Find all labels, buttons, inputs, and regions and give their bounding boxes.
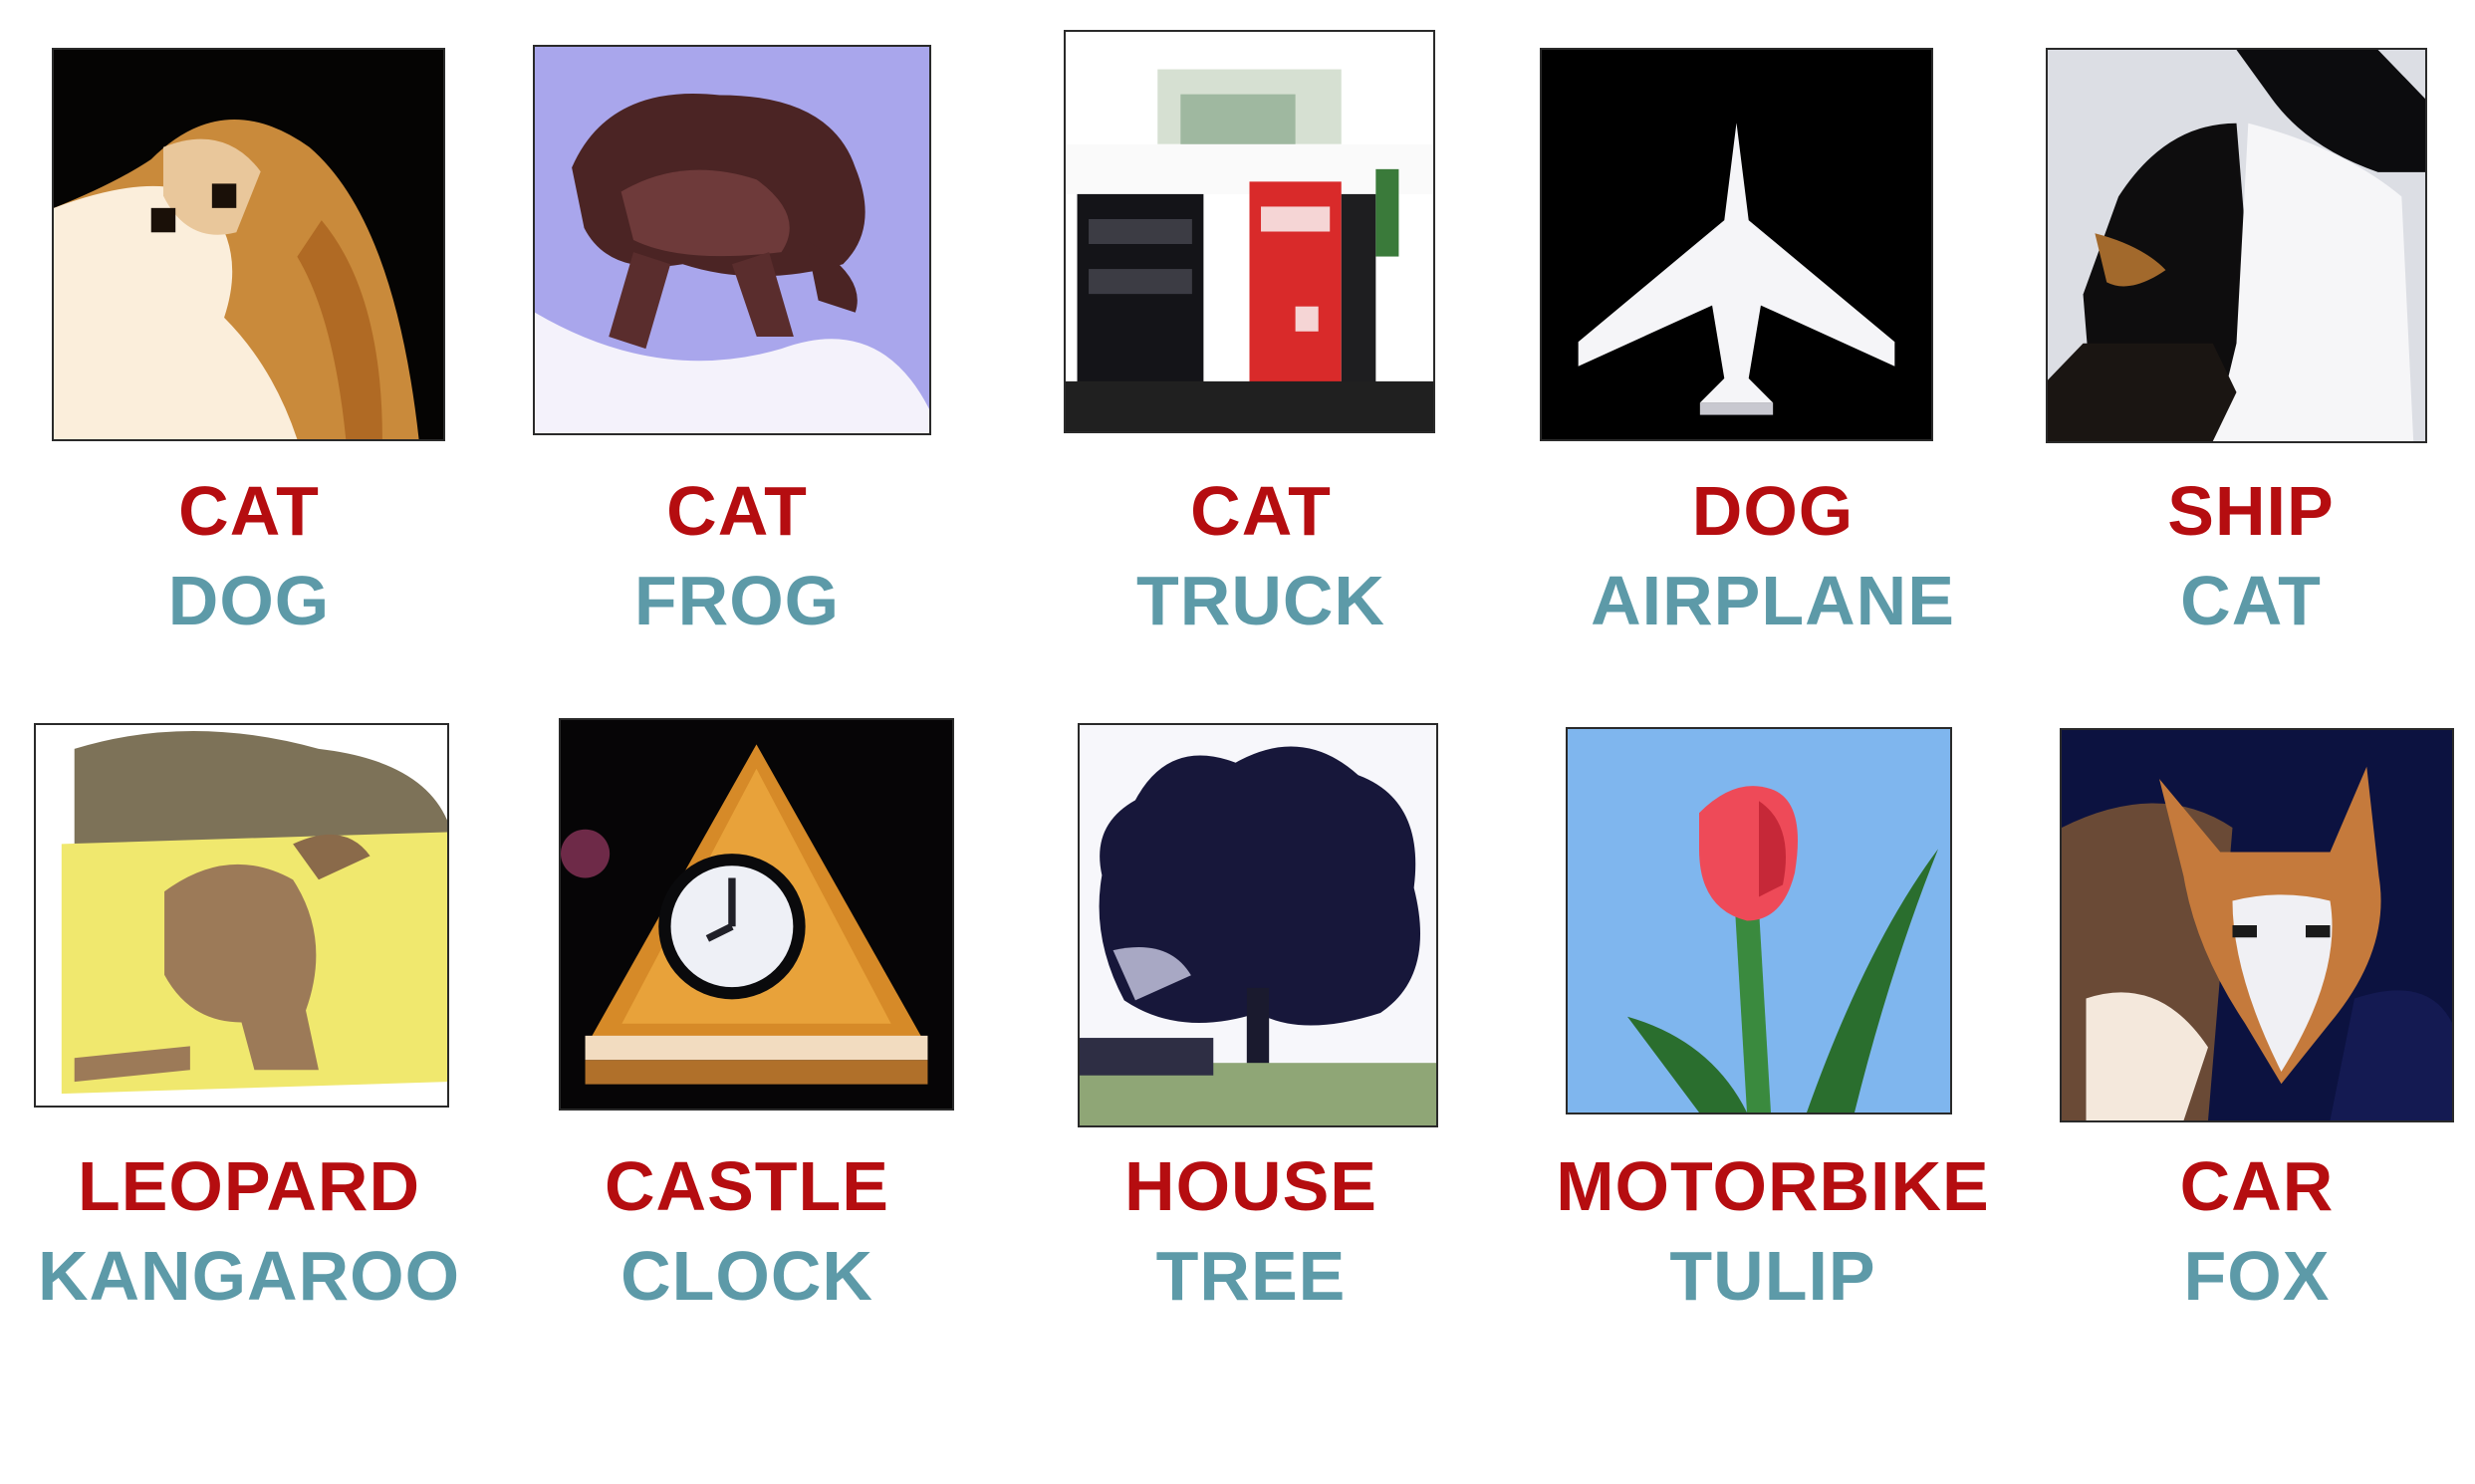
true-label: CAT <box>2180 562 2322 639</box>
true-label: FOX <box>2183 1237 2331 1315</box>
true-label: TREE <box>1155 1237 1347 1315</box>
frog-image <box>533 45 931 435</box>
predicted-label: MOTORBIKE <box>1556 1147 1990 1225</box>
predicted-label: DOG <box>1691 472 1855 550</box>
true-label: CLOCK <box>620 1237 873 1315</box>
tree-image <box>1078 723 1438 1127</box>
true-label: TRUCK <box>1136 562 1385 639</box>
kangaroo-image <box>34 723 449 1108</box>
cat-image <box>2046 48 2427 443</box>
predicted-label: CAT <box>1190 472 1332 550</box>
true-label: FROG <box>633 562 841 639</box>
clock-image <box>559 718 954 1111</box>
predicted-label: CAT <box>178 472 320 550</box>
predicted-label: CASTLE <box>605 1147 889 1225</box>
predicted-label: HOUSE <box>1124 1147 1377 1225</box>
true-label: KANGAROO <box>37 1237 461 1315</box>
true-label: DOG <box>167 562 331 639</box>
airplane-image <box>1540 48 1933 441</box>
predicted-label: CAT <box>666 472 808 550</box>
predicted-label: SHIP <box>2167 472 2335 550</box>
truck-image <box>1064 30 1435 433</box>
fox-image <box>2060 728 2454 1122</box>
true-label: AIRPLANE <box>1591 562 1955 639</box>
dog-image <box>52 48 445 441</box>
predicted-label: LEOPARD <box>77 1147 421 1225</box>
tulip-image <box>1566 727 1952 1114</box>
predicted-label: CAR <box>2179 1147 2335 1225</box>
true-label: TULIP <box>1669 1237 1876 1315</box>
